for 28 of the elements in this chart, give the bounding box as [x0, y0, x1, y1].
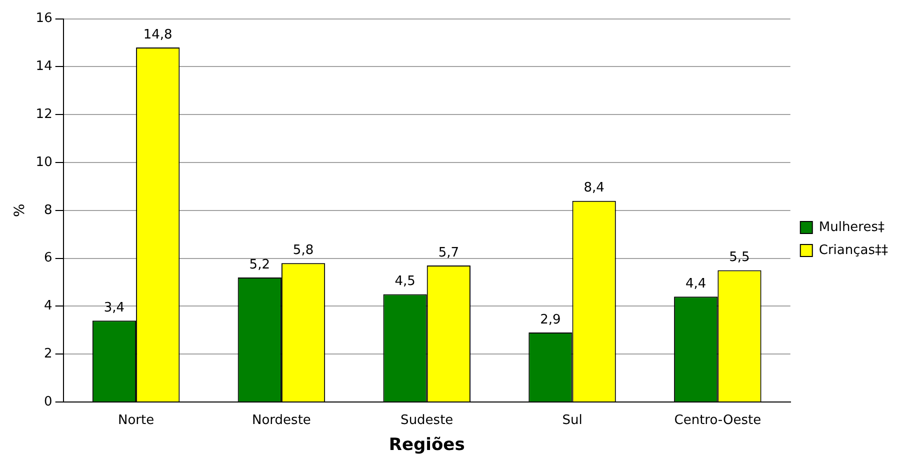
- data-label: 3,4: [104, 300, 125, 316]
- y-tick-label: 16: [36, 11, 52, 26]
- y-tick-label: 4: [44, 298, 52, 314]
- y-tick-label: 6: [44, 250, 52, 266]
- data-label: 14,8: [143, 27, 172, 42]
- data-label: 5,5: [729, 250, 750, 266]
- y-tick-label: 0: [44, 394, 52, 410]
- data-label: 5,8: [292, 242, 314, 258]
- data-label: 5,7: [438, 245, 460, 260]
- data-label: 5,2: [249, 257, 270, 272]
- x-tick-label: Nordeste: [252, 413, 311, 428]
- data-label: 4,5: [394, 274, 416, 290]
- x-axis-title: Regiões: [388, 435, 465, 456]
- data-label: 8,4: [584, 180, 604, 196]
- data-label: 4,4: [686, 276, 706, 292]
- legend-label: Mulheres‡: [818, 220, 886, 235]
- y-tick-label: 14: [36, 59, 52, 74]
- legend-label: Crianças‡‡: [818, 242, 888, 258]
- y-tick-label: 8: [44, 202, 52, 218]
- x-tick-label: Sul: [562, 413, 582, 428]
- x-tick-label: Sudeste: [400, 413, 454, 428]
- y-axis-title: %: [12, 204, 28, 218]
- data-label: 2,9: [540, 312, 561, 328]
- y-tick-label: 10: [36, 154, 52, 170]
- y-tick-label: 12: [36, 106, 52, 122]
- x-tick-label: Norte: [118, 413, 154, 428]
- x-tick-label: Centro-Oeste: [674, 413, 762, 428]
- y-tick-label: 2: [44, 346, 52, 362]
